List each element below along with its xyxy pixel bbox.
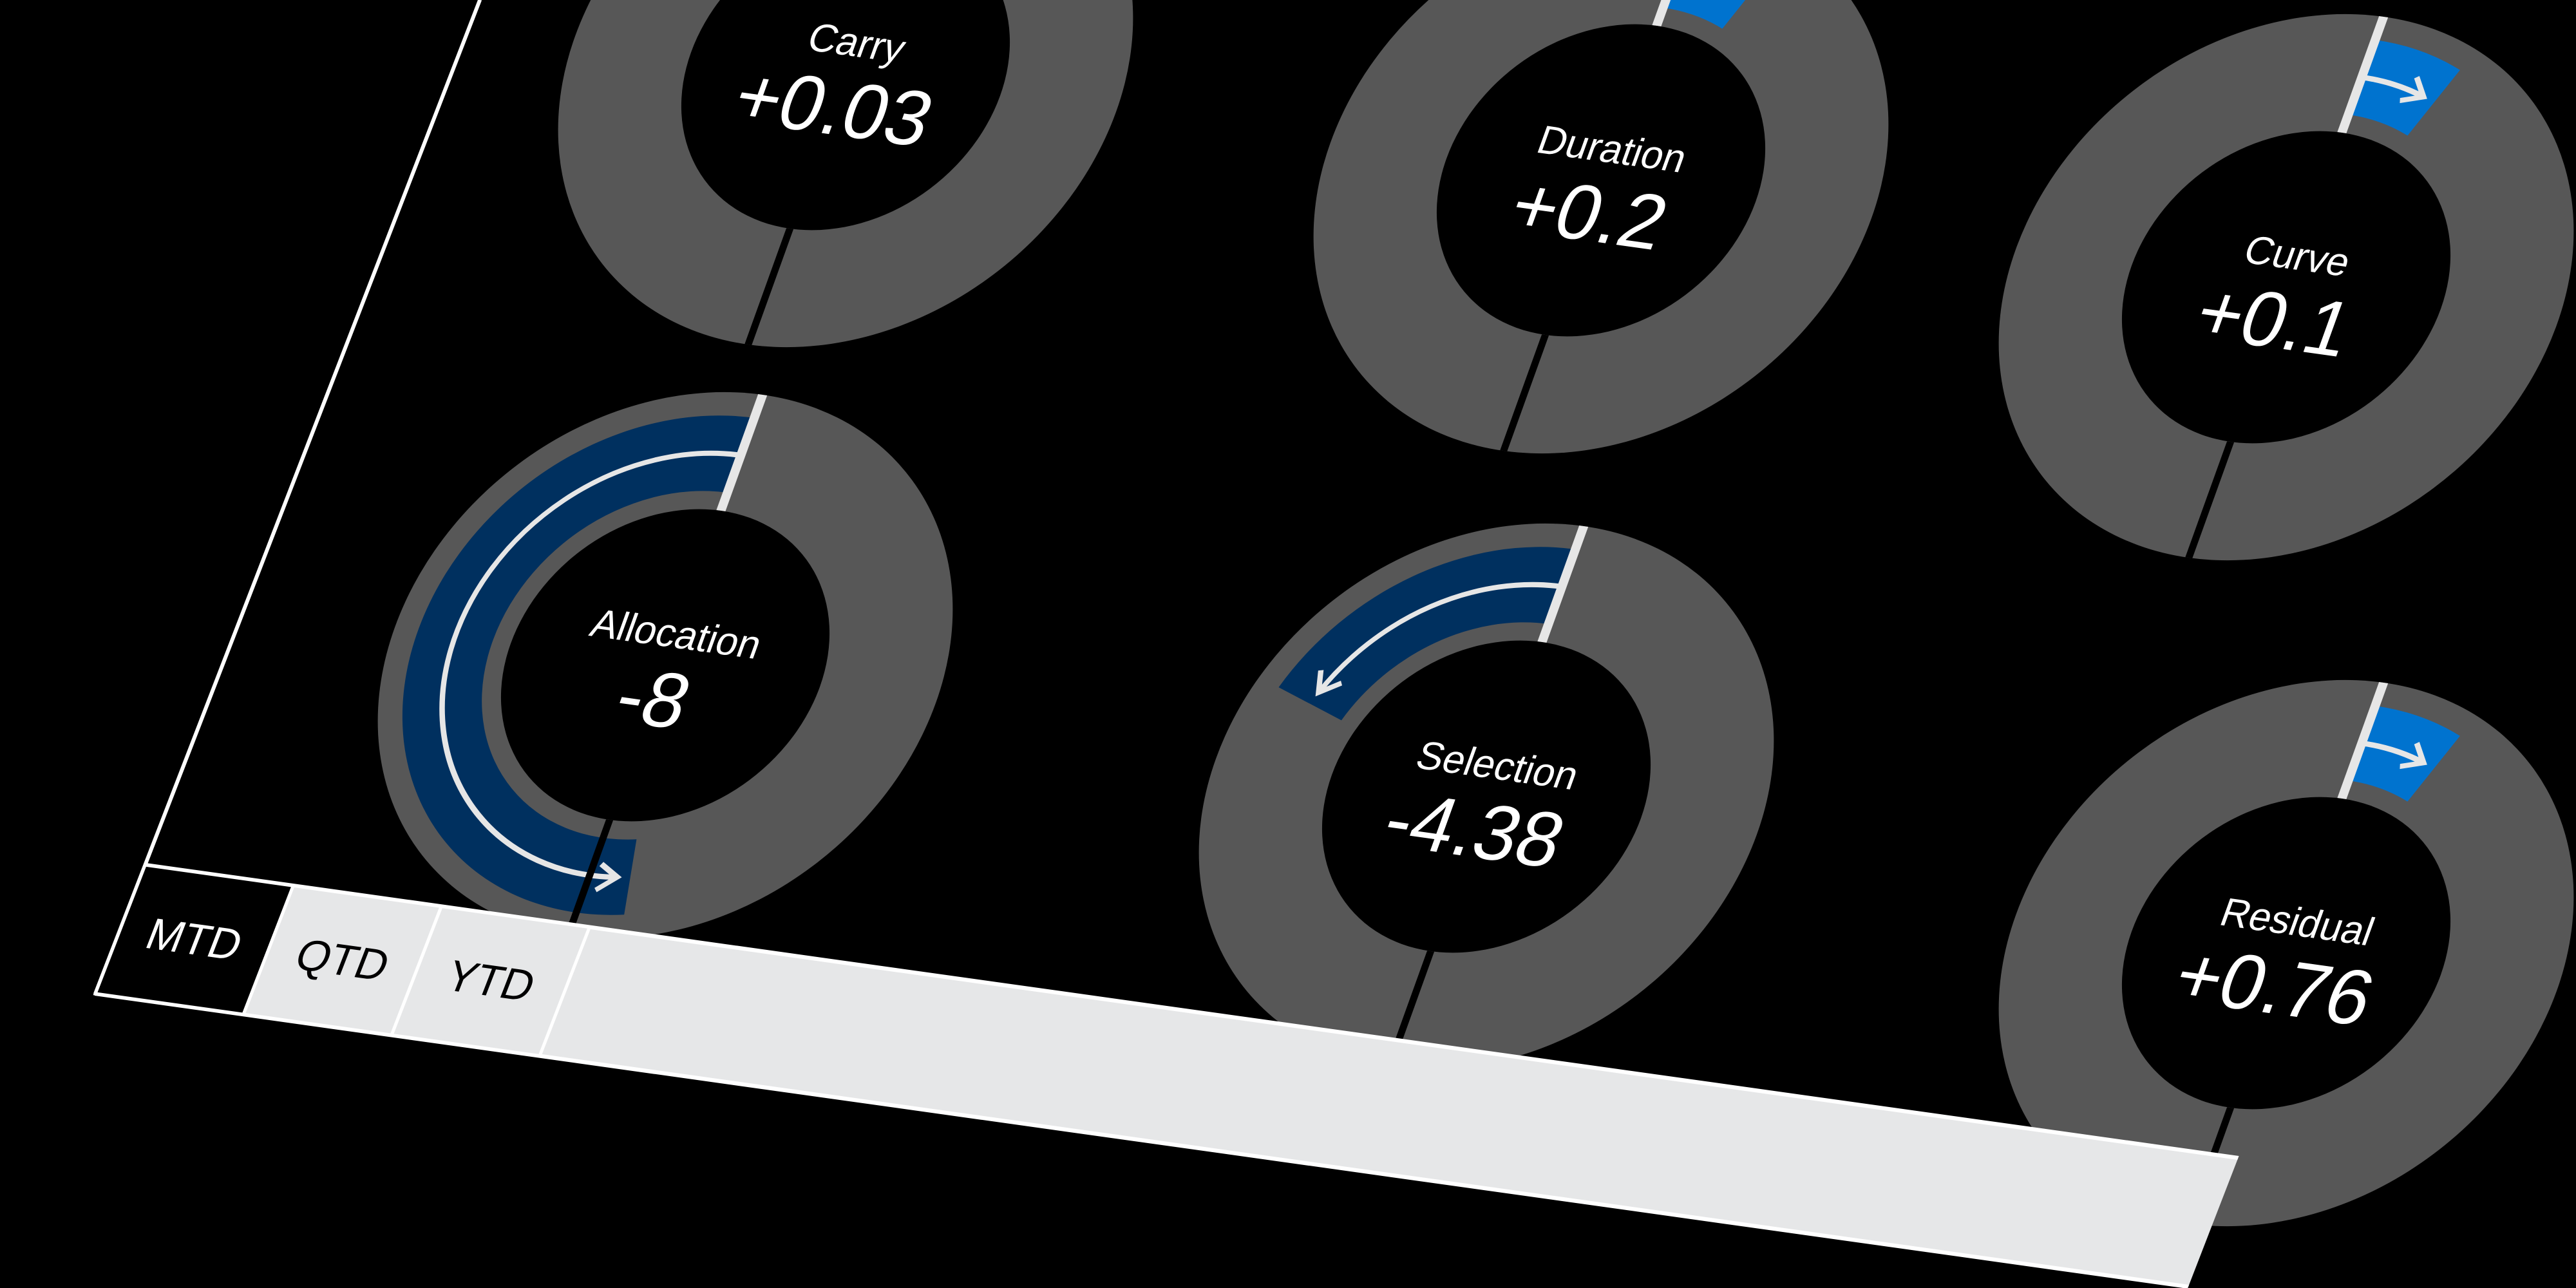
zero-marker — [716, 394, 768, 511]
gauge-value: +0.1 — [2184, 267, 2365, 374]
panel-frame: MTD QTD YTD — [93, 0, 2239, 1288]
tab-ytd[interactable]: YTD — [389, 904, 592, 1058]
arrow-head-icon — [2400, 741, 2427, 770]
tab-ytd-label[interactable]: YTD — [439, 951, 543, 1010]
zero-marker — [2337, 682, 2389, 799]
gauge-value: +0.2 — [1499, 160, 1680, 267]
tab-mtd[interactable]: MTD — [93, 863, 296, 1017]
gauge-center — [2121, 797, 2451, 1110]
gauge-curve: Curve+0.1 — [1998, 14, 2574, 561]
gauge-center — [1436, 24, 1766, 337]
tab-qtd[interactable]: QTD — [241, 884, 444, 1037]
gauge-center — [2121, 131, 2451, 444]
gauge-residual: Residual+0.76 — [1998, 679, 2574, 1227]
gauge-fill-arc — [1278, 547, 1576, 721]
zero-marker — [1652, 0, 1703, 26]
direction-arrow-icon — [2360, 741, 2425, 766]
zero-marker — [1537, 526, 1589, 643]
direction-arrow-icon — [2360, 75, 2425, 100]
gauge-duration: Duration+0.2 — [1313, 0, 1889, 454]
direction-arrow-icon — [439, 450, 742, 880]
arrow-head-icon — [1315, 670, 1343, 697]
period-tabs — [95, 865, 2239, 1287]
gauge-divider — [744, 228, 794, 345]
panel-left-edge — [93, 0, 482, 994]
gauge-divider — [564, 819, 614, 936]
gauge-allocation: Allocation-8 — [377, 392, 953, 939]
gauge-divider — [2185, 441, 2235, 558]
gauge-carry: Carry+0.03 — [558, 0, 1133, 348]
direction-arrow-icon — [1316, 582, 1563, 694]
gauge-fill-arc — [402, 415, 755, 915]
gauge-selection: Selection-4.38 — [1198, 523, 1774, 1070]
gauge-divider — [1500, 334, 1549, 451]
gauge-center — [681, 0, 1010, 231]
gauge-grid: Carry+0.03 Duration+0.2 Curve+0.1 Allocatio… — [377, 0, 2574, 1227]
zero-marker — [2337, 16, 2389, 133]
arrow-head-icon — [2400, 75, 2427, 104]
tab-ytd-bg[interactable] — [389, 904, 592, 1058]
arrow-head-icon — [594, 862, 622, 893]
gauge-center — [1321, 640, 1651, 953]
gauge-center — [500, 509, 830, 822]
gauge-fill-arc — [1663, 0, 1775, 29]
